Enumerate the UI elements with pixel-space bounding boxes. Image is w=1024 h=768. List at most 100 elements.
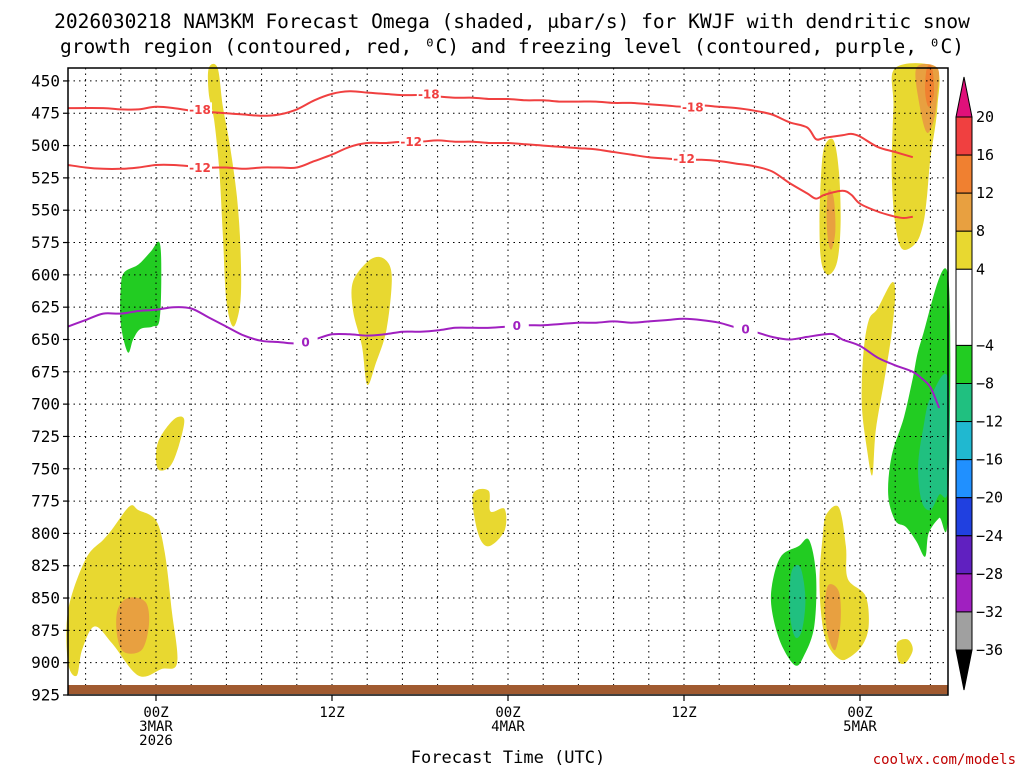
downward-motion-right-core xyxy=(918,373,950,511)
y-tick-label: 700 xyxy=(31,395,60,414)
upward-motion-column-40z-core xyxy=(826,189,836,250)
omega-shading-layer xyxy=(66,63,951,677)
y-tick-label: 725 xyxy=(31,427,60,446)
colorbar-bin xyxy=(955,459,973,499)
y-tick-label: 900 xyxy=(31,653,60,672)
chart-title-line1: 2026030218 NAM3KM Forecast Omega (shaded… xyxy=(54,10,970,33)
dgz-bottom-label: -12 xyxy=(673,152,695,166)
downward-motion-low-core xyxy=(789,564,806,639)
credit-text: coolwx.com/models xyxy=(873,752,1016,768)
freezing-level-label-bg xyxy=(733,322,758,337)
freezing-level-label-bg xyxy=(293,335,318,350)
y-tick-label: 550 xyxy=(31,201,60,220)
x-axis-label: Forecast Time (UTC) xyxy=(411,748,605,768)
x-tick-label: 00Z xyxy=(495,705,520,721)
x-tick-label: 5MAR xyxy=(843,719,877,735)
plot-area: -18 -18 -18 -12 -12 -12 0 0 0 xyxy=(66,63,951,696)
colorbar-label: 8 xyxy=(976,222,985,240)
x-tick-label: 12Z xyxy=(671,705,696,721)
upward-motion-blob-14z xyxy=(351,256,392,386)
dgz-top-line xyxy=(67,90,914,159)
colorbar-bin xyxy=(955,611,973,651)
dgz-top-label: -18 xyxy=(682,100,704,114)
dgz-top-label: -18 xyxy=(189,103,211,117)
colorbar-bin xyxy=(955,154,973,194)
colorbar-label: −16 xyxy=(976,451,1003,469)
y-tick-label: 450 xyxy=(31,71,60,90)
dgz-bottom-label-bg xyxy=(672,151,696,166)
y-tick-label: 650 xyxy=(31,330,60,349)
upward-motion-strip-03z xyxy=(207,63,242,327)
dgz-top-label-bg xyxy=(188,102,212,117)
chart-title-line2: growth region (contoured, red, ⁰C) and f… xyxy=(60,35,964,58)
upward-motion-right-upper-peak xyxy=(925,64,935,107)
y-tick-label: 500 xyxy=(31,136,60,155)
colorbar-label: 12 xyxy=(976,184,994,202)
dgz-bottom-label: -12 xyxy=(400,135,422,149)
colorbar-label: 4 xyxy=(976,260,985,278)
colorbar-bottom-arrow xyxy=(955,649,973,691)
colorbar-label: −12 xyxy=(976,413,1003,431)
y-tick-label: 675 xyxy=(31,362,60,381)
x-tick-label: 2026 xyxy=(139,733,173,749)
y-tick-label: 575 xyxy=(31,233,60,252)
y-tick-label: 625 xyxy=(31,298,60,317)
colorbar-label: −4 xyxy=(976,336,994,354)
y-tick-label: 850 xyxy=(31,589,60,608)
dgz-bottom-line xyxy=(67,139,913,220)
colorbar-bin xyxy=(955,497,973,537)
y-tick-label: 775 xyxy=(31,492,60,511)
y-tick-label: 525 xyxy=(31,168,60,187)
upward-motion-right-mid xyxy=(861,282,896,476)
x-tick-label: 00Z xyxy=(847,705,872,721)
colorbar: 20 16 12 8 4 −4 −8 −12 −16 −20 −24 −28 −32 −36 xyxy=(955,76,1003,691)
dgz-top-label-bg xyxy=(416,86,441,101)
colorbar-bin xyxy=(955,573,973,613)
colorbar-bin xyxy=(955,116,973,156)
y-tick-label: 600 xyxy=(31,265,60,284)
y-tick-label: 825 xyxy=(31,556,60,575)
colorbar-label: −24 xyxy=(976,527,1003,545)
colorbar-bin xyxy=(955,230,973,270)
freezing-level-label: 0 xyxy=(513,319,521,333)
colorbar-bin xyxy=(955,268,973,346)
y-axis: 450 475 500 525 550 575 600 625 650 675 700 725 750 7… xyxy=(31,71,68,705)
freezing-level-label-bg xyxy=(504,318,529,333)
x-tick-label: 00Z xyxy=(143,705,168,721)
colorbar-top-arrow xyxy=(955,76,973,118)
upward-motion-low-left xyxy=(66,505,178,677)
colorbar-label: −8 xyxy=(976,375,994,393)
dgz-top-label-bg xyxy=(680,99,705,114)
x-tick-label: 4MAR xyxy=(491,719,525,735)
colorbar-bin xyxy=(955,192,973,232)
colorbar-bin xyxy=(955,344,973,384)
colorbar-label: −20 xyxy=(976,489,1003,507)
downward-motion-00z xyxy=(120,241,162,353)
y-tick-label: 875 xyxy=(31,621,60,640)
grid-lines xyxy=(68,68,948,695)
colorbar-label: 20 xyxy=(976,108,994,126)
x-tick-label: 3MAR xyxy=(139,719,173,735)
dgz-bottom-label-bg xyxy=(399,134,424,149)
y-tick-label: 750 xyxy=(31,459,60,478)
colorbar-label: 16 xyxy=(976,146,994,164)
upward-motion-low-left-core xyxy=(116,597,150,654)
colorbar-label: −28 xyxy=(976,565,1003,583)
colorbar-label: −32 xyxy=(976,603,1003,621)
upward-motion-blob-00z-mid xyxy=(155,416,185,471)
colorbar-bin xyxy=(955,535,973,575)
freezing-level-label: 0 xyxy=(301,336,309,350)
y-tick-label: 800 xyxy=(31,524,60,543)
colorbar-bin xyxy=(955,383,973,423)
upward-motion-low-right-core xyxy=(824,584,841,651)
y-tick-label: 475 xyxy=(31,104,60,123)
contour-layer: -18 -18 -18 -12 -12 -12 0 0 0 xyxy=(67,86,941,409)
freezing-level-label: 0 xyxy=(741,323,749,337)
y-tick-label: 925 xyxy=(31,686,60,705)
dgz-bottom-label-bg xyxy=(188,160,212,175)
colorbar-label: −36 xyxy=(976,641,1003,659)
upward-motion-small-right xyxy=(896,639,913,664)
terrain-strip xyxy=(68,685,948,694)
